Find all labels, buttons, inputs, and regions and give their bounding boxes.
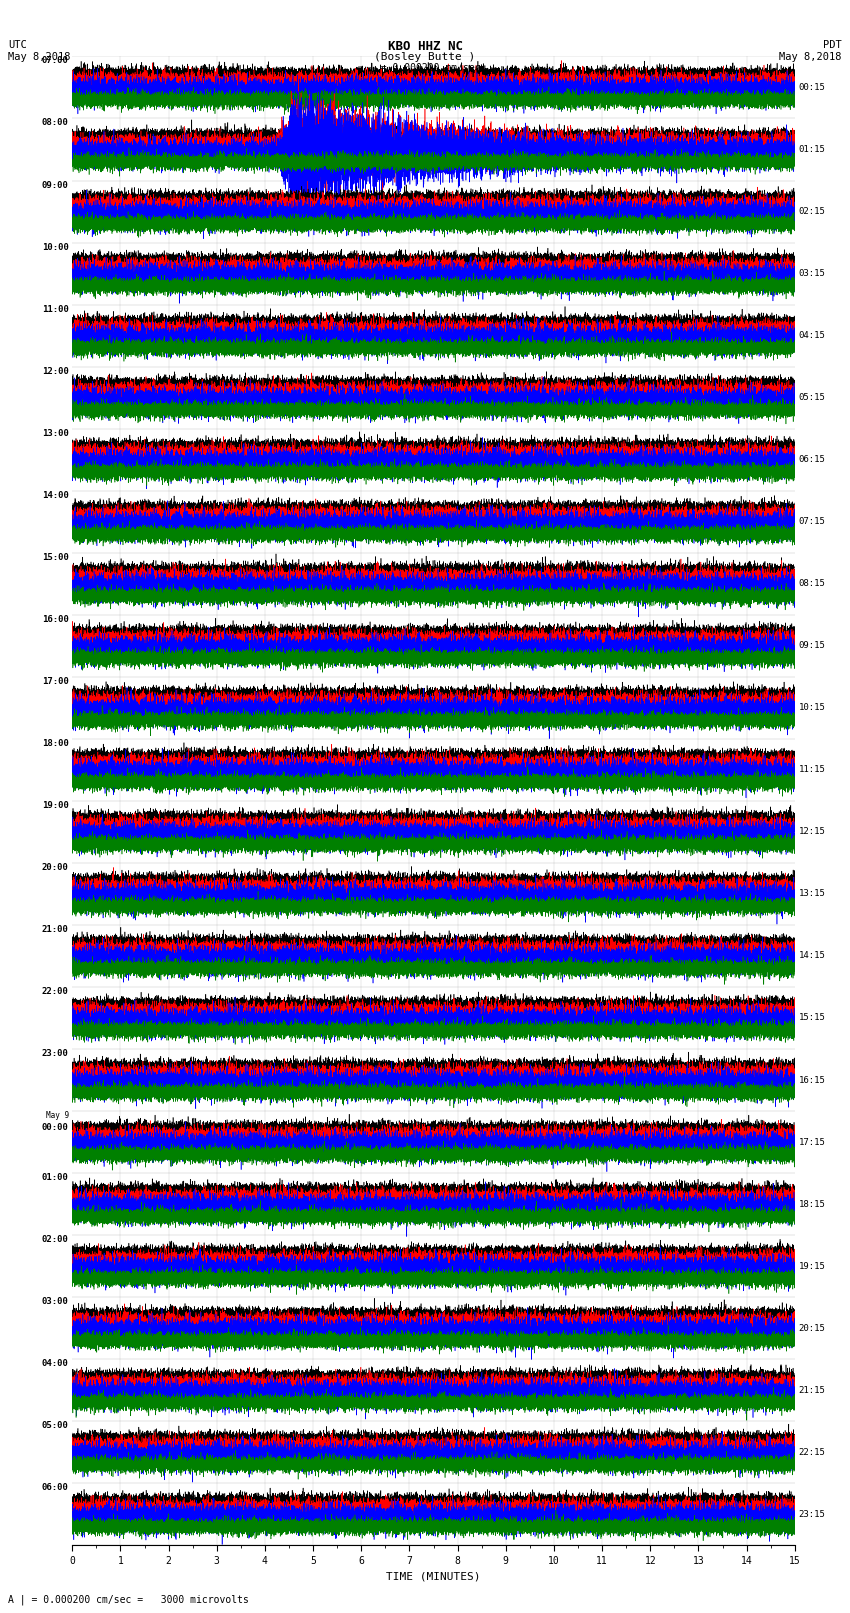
Text: 13:00: 13:00: [42, 429, 69, 437]
Text: 02:15: 02:15: [798, 206, 825, 216]
Text: 06:15: 06:15: [798, 455, 825, 465]
Text: 03:15: 03:15: [798, 269, 825, 277]
Text: 14:15: 14:15: [798, 952, 825, 960]
Text: 22:00: 22:00: [42, 987, 69, 995]
Text: 23:15: 23:15: [798, 1510, 825, 1519]
Text: 07:15: 07:15: [798, 518, 825, 526]
Text: (Bosley Butte ): (Bosley Butte ): [374, 52, 476, 61]
Text: KBO HHZ NC: KBO HHZ NC: [388, 40, 462, 53]
Text: 08:00: 08:00: [42, 118, 69, 127]
Text: 12:15: 12:15: [798, 827, 825, 837]
Text: 01:00: 01:00: [42, 1173, 69, 1182]
Text: 04:15: 04:15: [798, 331, 825, 340]
Text: May 8,2018: May 8,2018: [779, 52, 842, 61]
Text: 12:00: 12:00: [42, 366, 69, 376]
Text: 11:00: 11:00: [42, 305, 69, 313]
Text: 05:15: 05:15: [798, 394, 825, 402]
Text: 21:15: 21:15: [798, 1386, 825, 1395]
Text: 23:00: 23:00: [42, 1048, 69, 1058]
Text: 19:15: 19:15: [798, 1261, 825, 1271]
Text: 07:00: 07:00: [42, 56, 69, 66]
Text: 18:00: 18:00: [42, 739, 69, 748]
Text: 20:00: 20:00: [42, 863, 69, 873]
Text: PDT: PDT: [823, 40, 842, 50]
Text: 01:15: 01:15: [798, 145, 825, 153]
Text: 10:15: 10:15: [798, 703, 825, 713]
Text: 15:15: 15:15: [798, 1013, 825, 1023]
Text: 20:15: 20:15: [798, 1324, 825, 1332]
Text: 00:00: 00:00: [42, 1123, 69, 1132]
Text: May 9: May 9: [46, 1111, 69, 1119]
Text: 08:15: 08:15: [798, 579, 825, 589]
Text: 21:00: 21:00: [42, 924, 69, 934]
Text: May 8,2018: May 8,2018: [8, 52, 71, 61]
Text: 16:15: 16:15: [798, 1076, 825, 1084]
Text: 06:00: 06:00: [42, 1484, 69, 1492]
Text: 13:15: 13:15: [798, 889, 825, 898]
Text: 16:00: 16:00: [42, 615, 69, 624]
Text: 09:00: 09:00: [42, 181, 69, 189]
Text: 11:15: 11:15: [798, 765, 825, 774]
Text: 00:15: 00:15: [798, 82, 825, 92]
Text: UTC: UTC: [8, 40, 27, 50]
Text: A | = 0.000200 cm/sec =   3000 microvolts: A | = 0.000200 cm/sec = 3000 microvolts: [8, 1594, 249, 1605]
Text: 22:15: 22:15: [798, 1448, 825, 1457]
Text: 15:00: 15:00: [42, 553, 69, 561]
Text: 02:00: 02:00: [42, 1236, 69, 1244]
Text: 18:15: 18:15: [798, 1200, 825, 1208]
Text: 09:15: 09:15: [798, 642, 825, 650]
Text: 19:00: 19:00: [42, 802, 69, 810]
Text: 05:00: 05:00: [42, 1421, 69, 1431]
X-axis label: TIME (MINUTES): TIME (MINUTES): [386, 1571, 481, 1581]
Text: | = 0.000200 cm/sec: | = 0.000200 cm/sec: [369, 63, 481, 74]
Text: 10:00: 10:00: [42, 242, 69, 252]
Text: 17:15: 17:15: [798, 1137, 825, 1147]
Text: 04:00: 04:00: [42, 1360, 69, 1368]
Text: 03:00: 03:00: [42, 1297, 69, 1307]
Text: 14:00: 14:00: [42, 490, 69, 500]
Text: 17:00: 17:00: [42, 677, 69, 686]
